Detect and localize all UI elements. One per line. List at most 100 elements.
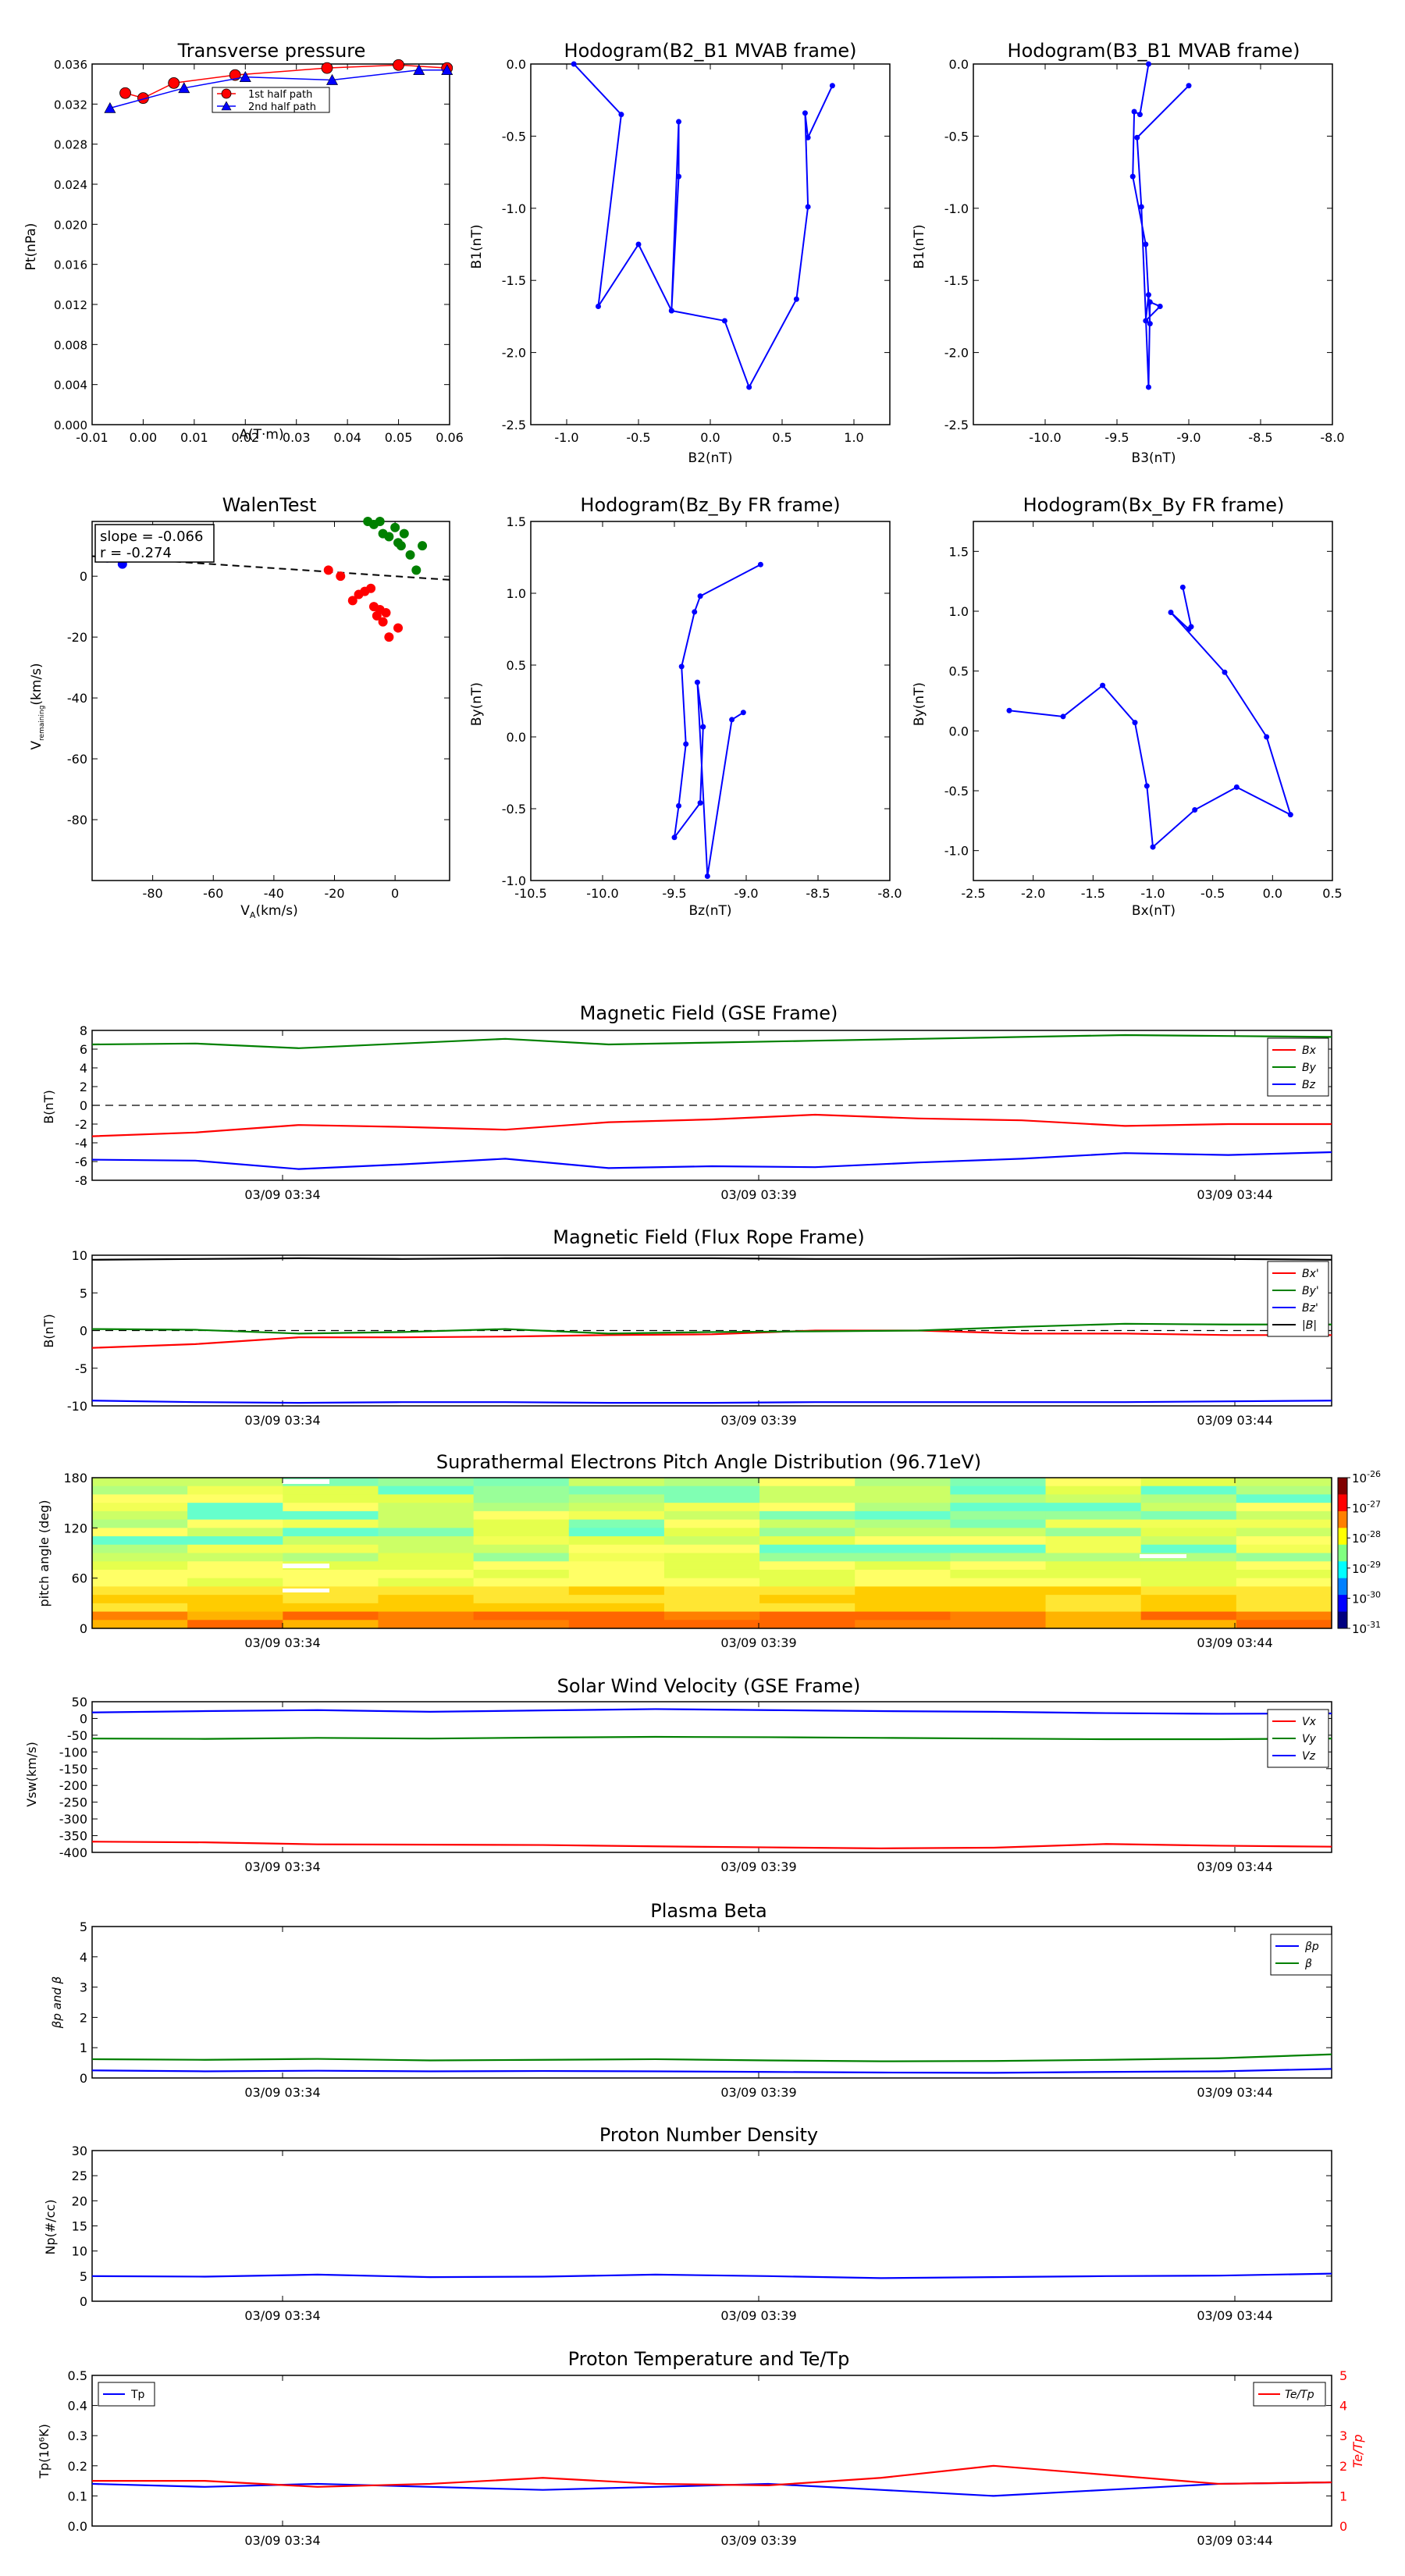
pad-cell bbox=[568, 1536, 665, 1546]
beta-series- bbox=[91, 2053, 1332, 2062]
hodo-b3b1-point bbox=[1145, 384, 1151, 390]
pad-cell bbox=[855, 1569, 951, 1579]
walen-point-red bbox=[378, 617, 388, 627]
pad-xtick-label: 03/09 03:39 bbox=[720, 1635, 796, 1650]
pad-cell bbox=[568, 1620, 665, 1629]
vsw-ytick-label: -250 bbox=[59, 1795, 87, 1810]
pad-cell bbox=[473, 1528, 570, 1537]
pad-cell bbox=[1045, 1485, 1142, 1496]
pad-cell bbox=[473, 1578, 570, 1587]
tp-panel-xtick-label: 03/09 03:44 bbox=[1197, 2533, 1272, 2548]
mag-gse-ytick-label: -8 bbox=[75, 1173, 87, 1188]
pad-cell bbox=[1140, 1544, 1237, 1554]
hodo-bzby-point bbox=[729, 717, 735, 723]
pad-cell bbox=[855, 1603, 951, 1613]
transverse-pressure-ylabel: Pt(nPa) bbox=[23, 223, 39, 271]
panel-solar-wind: Solar Wind Velocity (GSE Frame) -400-350… bbox=[24, 1675, 1332, 1874]
pad-cell bbox=[663, 1478, 760, 1487]
pad-cell bbox=[473, 1603, 570, 1613]
pad-cell bbox=[759, 1544, 855, 1554]
tp-xtick-label: 0.00 bbox=[130, 430, 158, 445]
pad-cell bbox=[568, 1503, 665, 1512]
panel-proton-density: Proton Number Density 0 5 10 15 20 25 30 03/09 … bbox=[43, 2124, 1332, 2323]
hodo-b2b1-point bbox=[635, 241, 642, 247]
hodo-b3b1-xtick-label: -9.0 bbox=[1176, 430, 1200, 445]
pad-cell bbox=[92, 1510, 188, 1521]
hodo-b2b1-point bbox=[829, 83, 835, 89]
pad-cell bbox=[1045, 1510, 1142, 1521]
hodo-bzby-title: Hodogram(Bz_By FR frame) bbox=[580, 494, 840, 516]
tp-ytick-label: 0.036 bbox=[54, 58, 87, 72]
beta-ytick-label: 3 bbox=[80, 1980, 87, 1995]
pad-cell bbox=[283, 1519, 379, 1528]
pad-cell bbox=[855, 1503, 951, 1512]
mag-fr-title: Magnetic Field (Flux Rope Frame) bbox=[553, 1226, 864, 1248]
hodo-b3b1-point bbox=[1136, 112, 1143, 118]
tp-panel-frame bbox=[91, 2375, 1332, 2527]
pad-cell bbox=[855, 1478, 951, 1487]
pad-cell bbox=[92, 1611, 188, 1621]
vsw-ytick-label: -300 bbox=[59, 1812, 87, 1827]
panel-hodogram-b3b1: Hodogram(B3_B1 MVAB frame) -2.5 -2.0 -1.5 -… bbox=[912, 40, 1345, 466]
beta-ytick-label: 1 bbox=[80, 2041, 87, 2055]
walen-frame bbox=[91, 521, 450, 881]
pad-cell bbox=[663, 1569, 760, 1579]
tp-panel-ytick-label: 0.2 bbox=[68, 2459, 87, 2474]
pad-cell bbox=[568, 1586, 665, 1596]
pad-cell bbox=[855, 1536, 951, 1546]
hodo-bxby-xtick-label: 0.0 bbox=[1263, 886, 1282, 901]
tp-point-1st-half bbox=[229, 69, 241, 81]
pad-cell bbox=[1236, 1561, 1332, 1571]
np-ytick-label: 30 bbox=[72, 2144, 87, 2158]
walen-point-green bbox=[396, 541, 406, 551]
pad-cell bbox=[663, 1611, 760, 1621]
pad-gap bbox=[283, 1589, 329, 1592]
pad-cell bbox=[187, 1553, 283, 1562]
vsw-legend-label: Vx bbox=[1302, 1716, 1317, 1728]
walen-point-green bbox=[405, 550, 415, 560]
mag-gse-series-Bz bbox=[91, 1151, 1332, 1170]
pad-cell bbox=[855, 1494, 951, 1503]
hodo-bzby-ylabel: By(nT) bbox=[469, 682, 485, 726]
mag-gse-ytick-label: -6 bbox=[75, 1155, 87, 1169]
pad-ylabel: pitch angle (deg) bbox=[37, 1500, 52, 1606]
pad-cell bbox=[1045, 1586, 1142, 1596]
tp-series-te-tp bbox=[92, 2464, 1332, 2488]
pad-xtick-label: 03/09 03:34 bbox=[244, 1635, 320, 1650]
hodo-bxby-point bbox=[1287, 812, 1293, 818]
hodo-bzby-point bbox=[757, 561, 763, 568]
walen-xtick-label: -20 bbox=[324, 886, 344, 901]
pad-cell bbox=[187, 1569, 283, 1579]
panel-transverse-pressure: Transverse pressure 0.0000.0040.0080.012… bbox=[23, 40, 464, 445]
pad-cell bbox=[283, 1569, 379, 1579]
pad-cell bbox=[283, 1510, 379, 1521]
tp-point-1st-half bbox=[168, 76, 180, 89]
pad-cell bbox=[92, 1485, 188, 1496]
pad-cell bbox=[568, 1485, 665, 1496]
pad-cell bbox=[92, 1503, 188, 1512]
pad-cell bbox=[855, 1519, 951, 1528]
np-ytick-label: 20 bbox=[72, 2194, 87, 2208]
np-ytick-label: 25 bbox=[72, 2169, 87, 2183]
vsw-ytick-label: -50 bbox=[67, 1728, 87, 1743]
pad-colorbar-segment bbox=[1338, 1578, 1347, 1596]
tp-ytick-label: 0.016 bbox=[54, 258, 87, 272]
hodo-b3b1-point bbox=[1138, 204, 1144, 210]
pad-cell bbox=[1140, 1620, 1237, 1629]
pad-cell bbox=[568, 1528, 665, 1537]
pad-cell bbox=[378, 1485, 475, 1496]
pad-cell bbox=[568, 1578, 665, 1587]
pad-cell bbox=[473, 1586, 570, 1596]
pad-cell bbox=[378, 1595, 475, 1604]
pad-cell bbox=[378, 1569, 475, 1579]
pad-cell bbox=[187, 1578, 283, 1587]
hodo-bzby-point bbox=[697, 800, 703, 806]
pad-cell bbox=[283, 1528, 379, 1537]
vsw-ytick-label: -200 bbox=[59, 1778, 87, 1793]
hodo-b3b1-point bbox=[1134, 134, 1140, 141]
tp-xtick-label: 0.05 bbox=[385, 430, 413, 445]
pad-cell bbox=[187, 1586, 283, 1596]
hodo-bxby-xlabel: Bx(nT) bbox=[1132, 903, 1176, 919]
pad-cell bbox=[759, 1494, 855, 1503]
